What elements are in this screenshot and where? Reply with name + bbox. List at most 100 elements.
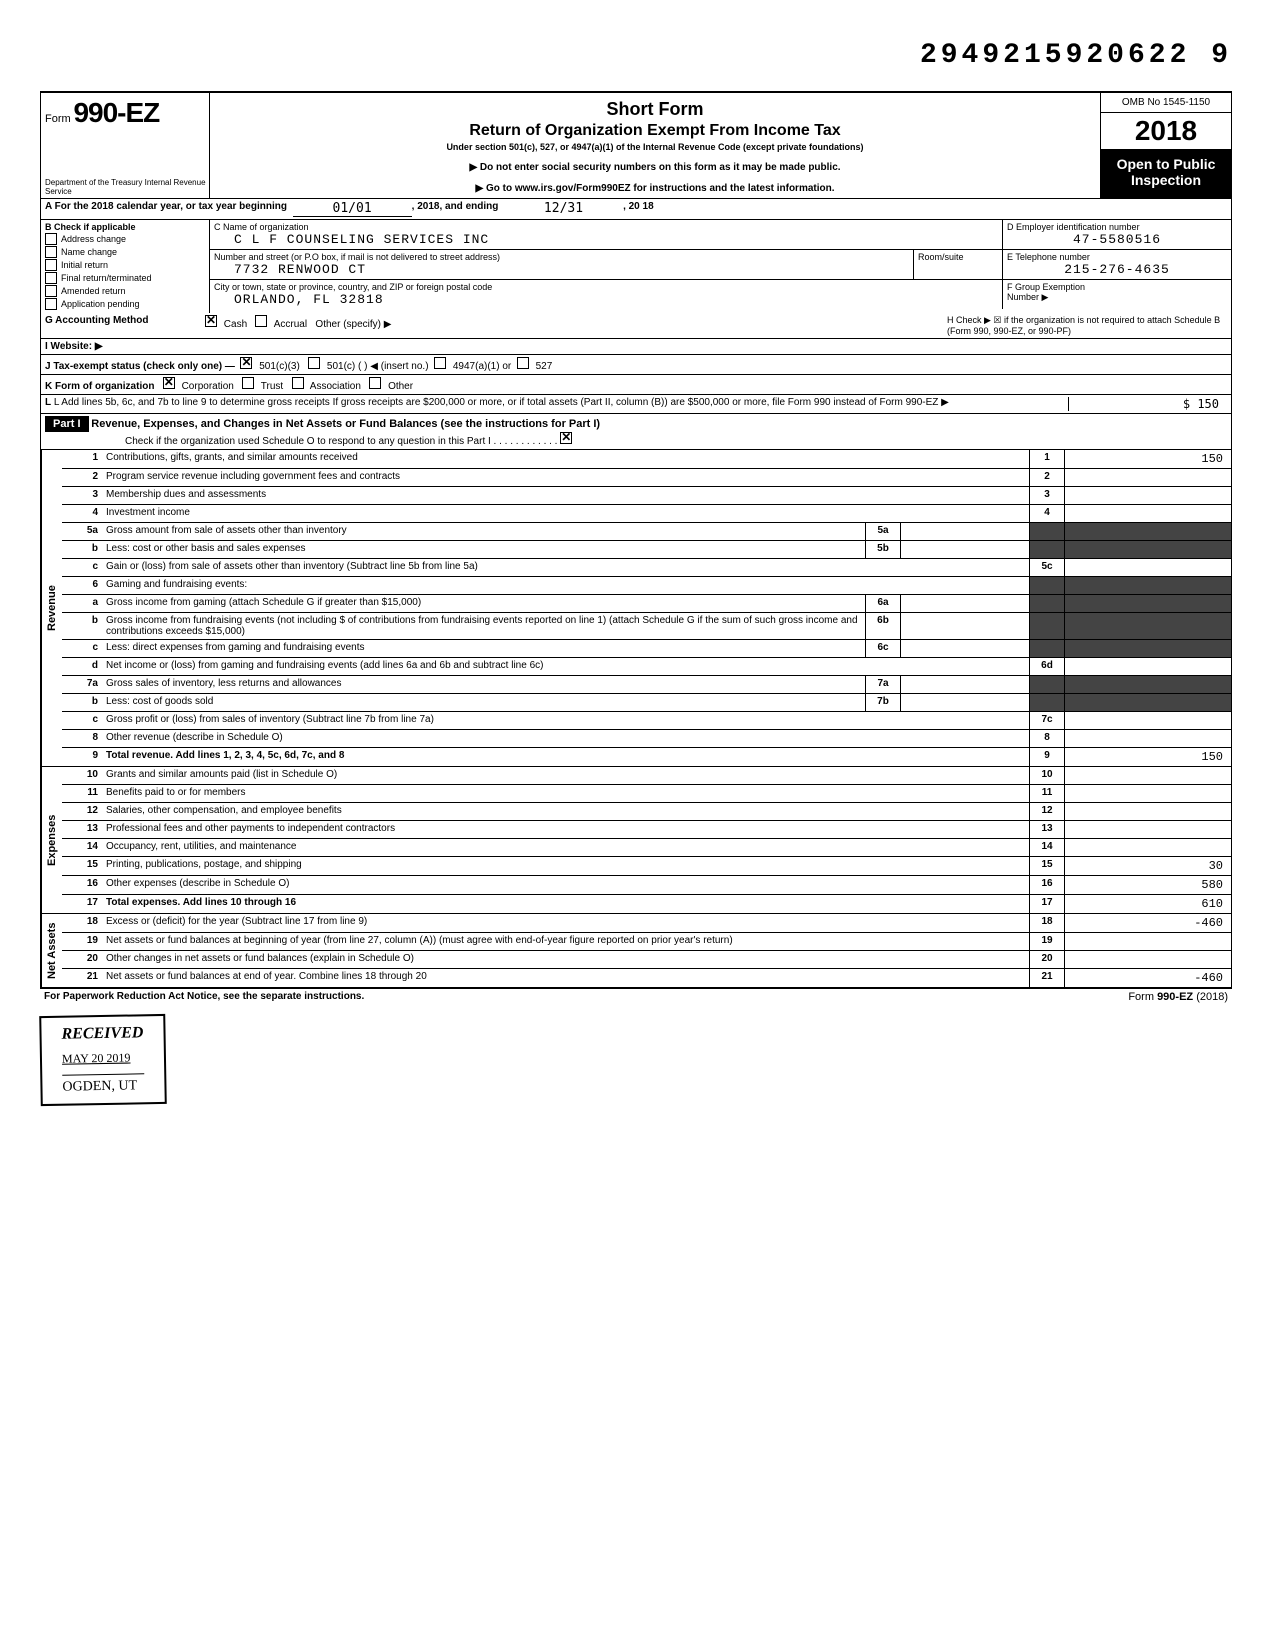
part1-title: Revenue, Expenses, and Changes in Net As… bbox=[91, 418, 600, 430]
line-desc: Occupancy, rent, utilities, and maintena… bbox=[102, 839, 1029, 856]
ein: 47-5580516 bbox=[1007, 232, 1227, 247]
line-i: I Website: ▶ bbox=[40, 339, 1232, 355]
other-label: Other (specify) ▶ bbox=[315, 319, 391, 330]
omb: OMB No 1545-1150 bbox=[1101, 93, 1231, 113]
line-num: 5a bbox=[62, 523, 102, 540]
line-desc: Less: cost of goods sold bbox=[102, 694, 865, 711]
shaded bbox=[1029, 613, 1064, 639]
b-checkbox[interactable] bbox=[45, 259, 57, 271]
4947-checkbox[interactable] bbox=[434, 357, 446, 369]
table-row: 18Excess or (deficit) for the year (Subt… bbox=[62, 914, 1231, 933]
room-label: Room/suite bbox=[913, 250, 1002, 279]
table-row: 8Other revenue (describe in Schedule O)8 bbox=[62, 730, 1231, 748]
f-label: F Group Exemption bbox=[1007, 282, 1227, 292]
revenue-section: Revenue 1Contributions, gifts, grants, a… bbox=[40, 450, 1232, 767]
table-row: 13Professional fees and other payments t… bbox=[62, 821, 1231, 839]
line-ref: 12 bbox=[1029, 803, 1064, 820]
line-a: A For the 2018 calendar year, or tax yea… bbox=[40, 199, 1232, 220]
other-checkbox[interactable] bbox=[369, 377, 381, 389]
stamp-date: MAY 20 2019 bbox=[62, 1050, 144, 1066]
line-desc: Other revenue (describe in Schedule O) bbox=[102, 730, 1029, 747]
table-row: 10Grants and similar amounts paid (list … bbox=[62, 767, 1231, 785]
accrual-label: Accrual bbox=[274, 319, 307, 330]
line-val bbox=[1064, 767, 1231, 784]
line-num: 20 bbox=[62, 951, 102, 968]
line-val bbox=[1064, 933, 1231, 950]
table-row: 2Program service revenue including gover… bbox=[62, 469, 1231, 487]
line-desc: Gross profit or (loss) from sales of inv… bbox=[102, 712, 1029, 729]
b-checkbox[interactable] bbox=[45, 246, 57, 258]
accrual-checkbox[interactable] bbox=[255, 315, 267, 327]
d-label: D Employer identification number bbox=[1007, 222, 1227, 232]
line-num: 2 bbox=[62, 469, 102, 486]
line-ref: 6d bbox=[1029, 658, 1064, 675]
line-val bbox=[1064, 658, 1231, 675]
part1-checkbox[interactable] bbox=[560, 432, 572, 444]
line-desc: Benefits paid to or for members bbox=[102, 785, 1029, 802]
line-num: 16 bbox=[62, 876, 102, 894]
line-num: 10 bbox=[62, 767, 102, 784]
b-checkbox[interactable] bbox=[45, 298, 57, 310]
line-num: c bbox=[62, 640, 102, 657]
shaded bbox=[1064, 640, 1231, 657]
line-g: G Accounting Method Cash Accrual Other (… bbox=[40, 313, 1232, 339]
line-ref: 2 bbox=[1029, 469, 1064, 486]
table-row: 1Contributions, gifts, grants, and simil… bbox=[62, 450, 1231, 469]
cash-checkbox[interactable] bbox=[205, 315, 217, 327]
b-item-label: Application pending bbox=[61, 299, 140, 309]
b-checkbox[interactable] bbox=[45, 272, 57, 284]
corp-label: Corporation bbox=[182, 381, 234, 392]
b-item: Final return/terminated bbox=[45, 272, 205, 284]
shaded bbox=[1064, 595, 1231, 612]
shaded bbox=[1064, 541, 1231, 558]
table-row: 3Membership dues and assessments3 bbox=[62, 487, 1231, 505]
line-a-end: 12/31 bbox=[504, 201, 623, 217]
table-row: cLess: direct expenses from gaming and f… bbox=[62, 640, 1231, 658]
org-city: ORLANDO, FL 32818 bbox=[234, 292, 998, 307]
table-row: 6Gaming and fundraising events: bbox=[62, 577, 1231, 595]
b-item-label: Final return/terminated bbox=[61, 273, 152, 283]
corp-checkbox[interactable] bbox=[163, 377, 175, 389]
line-num: 4 bbox=[62, 505, 102, 522]
line-a-text: A For the 2018 calendar year, or tax yea… bbox=[45, 201, 287, 217]
stamp-received: RECEIVED bbox=[61, 1024, 143, 1043]
line-ref: 14 bbox=[1029, 839, 1064, 856]
b-item: Application pending bbox=[45, 298, 205, 310]
shaded bbox=[1064, 694, 1231, 711]
line-val bbox=[1064, 821, 1231, 838]
line-h: H Check ▶ ☒ if the organization is not r… bbox=[947, 315, 1227, 336]
501c-checkbox[interactable] bbox=[308, 357, 320, 369]
section-bcdef: B Check if applicable Address changeName… bbox=[40, 220, 1232, 313]
line-desc: Gross amount from sale of assets other t… bbox=[102, 523, 865, 540]
line-desc: Total revenue. Add lines 1, 2, 3, 4, 5c,… bbox=[102, 748, 1029, 766]
line-l: L L Add lines 5b, 6c, and 7b to line 9 t… bbox=[40, 395, 1232, 414]
b-checkbox[interactable] bbox=[45, 233, 57, 245]
line-val: 150 bbox=[1064, 450, 1231, 468]
table-row: 12Salaries, other compensation, and empl… bbox=[62, 803, 1231, 821]
b-label: B Check if applicable bbox=[45, 222, 136, 232]
line-num: 9 bbox=[62, 748, 102, 766]
assoc-checkbox[interactable] bbox=[292, 377, 304, 389]
sub-num: 7a bbox=[865, 676, 900, 693]
line-ref: 20 bbox=[1029, 951, 1064, 968]
b-item-label: Name change bbox=[61, 247, 117, 257]
expenses-label: Expenses bbox=[41, 767, 62, 913]
table-row: dNet income or (loss) from gaming and fu… bbox=[62, 658, 1231, 676]
line-ref: 15 bbox=[1029, 857, 1064, 875]
table-row: 14Occupancy, rent, utilities, and mainte… bbox=[62, 839, 1231, 857]
527-checkbox[interactable] bbox=[517, 357, 529, 369]
501c-label: 501(c) ( bbox=[327, 361, 361, 372]
table-row: 19Net assets or fund balances at beginni… bbox=[62, 933, 1231, 951]
line-num: 8 bbox=[62, 730, 102, 747]
shaded bbox=[1029, 694, 1064, 711]
trust-checkbox[interactable] bbox=[242, 377, 254, 389]
line-desc: Excess or (deficit) for the year (Subtra… bbox=[102, 914, 1029, 932]
501c3-checkbox[interactable] bbox=[240, 357, 252, 369]
b-checkbox[interactable] bbox=[45, 285, 57, 297]
sub-val bbox=[900, 640, 1029, 657]
header-right: OMB No 1545-1150 2018 Open to Public Ins… bbox=[1100, 93, 1231, 198]
line-ref: 21 bbox=[1029, 969, 1064, 987]
line-ref: 1 bbox=[1029, 450, 1064, 468]
sub-num: 5b bbox=[865, 541, 900, 558]
form-prefix: Form bbox=[45, 113, 71, 125]
